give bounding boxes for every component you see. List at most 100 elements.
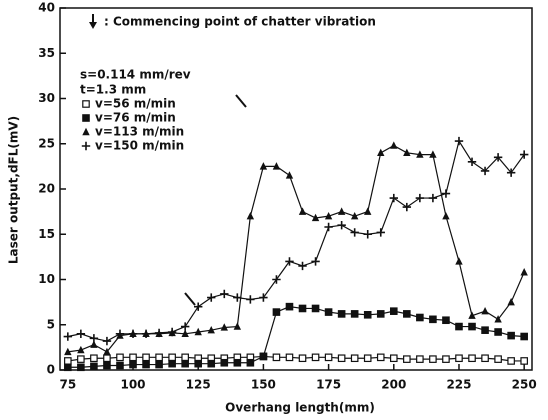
marker (415, 193, 425, 203)
y-tick-label: 10 (38, 272, 55, 286)
marker (376, 353, 385, 362)
marker (455, 257, 463, 265)
marker (520, 268, 528, 276)
marker (272, 275, 281, 284)
legend-note: t=1.3 mm (80, 83, 146, 97)
marker (494, 315, 502, 323)
marker (233, 322, 242, 330)
legend-label: v=76 m/min (95, 111, 176, 125)
marker (442, 316, 450, 325)
marker (259, 162, 268, 170)
marker (298, 354, 307, 363)
y-tick-label: 40 (38, 1, 55, 15)
marker (377, 148, 385, 156)
y-tick-label: 20 (38, 182, 55, 196)
marker (507, 331, 515, 340)
legend-label: v=56 m/min (95, 97, 176, 111)
y-tick-label: 35 (38, 46, 55, 60)
x-tick-label: 100 (120, 378, 145, 392)
marker (337, 221, 346, 230)
marker (207, 293, 216, 302)
marker (154, 328, 164, 338)
marker (129, 353, 137, 362)
marker (389, 193, 398, 203)
legend-note: s=0.114 mm/rev (80, 68, 191, 82)
marker (194, 302, 203, 311)
marker (481, 354, 489, 363)
legend-arrow (89, 14, 97, 29)
marker (324, 308, 333, 316)
marker (103, 354, 111, 363)
marker (429, 315, 437, 324)
legend-label: v=150 m/min (95, 139, 184, 153)
marker (298, 304, 307, 313)
marker (82, 114, 90, 122)
marker (155, 353, 163, 362)
marker (103, 361, 111, 370)
marker (76, 329, 86, 338)
marker (272, 353, 281, 362)
marker (259, 293, 268, 302)
x-axis-label: Overhang length(mm) (225, 401, 375, 415)
marker (441, 189, 451, 198)
plot-frame (59, 7, 533, 371)
marker (181, 329, 189, 337)
marker (285, 302, 294, 311)
marker (311, 304, 320, 313)
marker (142, 353, 150, 362)
marker (481, 306, 489, 315)
marker (403, 310, 411, 318)
y-axis-label: Laser output,dFL(mV) (7, 116, 21, 264)
marker (90, 354, 98, 363)
marker (350, 211, 359, 220)
marker (506, 168, 516, 177)
marker (128, 329, 138, 338)
marker (285, 353, 294, 362)
marker (207, 359, 216, 368)
marker (311, 353, 320, 362)
marker (442, 211, 450, 220)
marker (364, 207, 372, 215)
series-line (67, 144, 525, 353)
marker (480, 166, 490, 176)
y-tick-label: 15 (38, 227, 55, 241)
marker (455, 354, 463, 363)
marker (416, 313, 424, 322)
marker (337, 310, 346, 318)
annotation: : Commencing point of chatter vibration (104, 15, 376, 29)
marker (246, 211, 255, 220)
marker (103, 347, 111, 356)
marker (324, 222, 333, 232)
x-tick-label: 75 (59, 378, 76, 392)
marker (63, 332, 73, 341)
marker (285, 257, 294, 266)
marker (82, 100, 90, 108)
y-tick-label: 25 (38, 136, 55, 150)
marker (350, 228, 359, 237)
marker (155, 360, 163, 369)
legend-label: v=113 m/min (95, 125, 184, 139)
marker (442, 355, 450, 363)
marker (194, 359, 203, 368)
marker (298, 207, 307, 215)
marker (507, 297, 515, 306)
marker (90, 340, 98, 348)
marker (324, 211, 333, 220)
marker (272, 162, 281, 170)
y-tick-label: 0 (47, 363, 55, 377)
x-tick-label: 125 (186, 378, 211, 392)
marker (402, 202, 412, 212)
marker (376, 228, 385, 237)
marker (298, 261, 307, 271)
marker (519, 150, 529, 159)
marker (350, 354, 359, 363)
marker (376, 310, 385, 318)
marker (167, 327, 177, 337)
marker (494, 328, 502, 336)
marker (285, 171, 294, 179)
marker (220, 358, 229, 367)
marker (520, 332, 528, 341)
marker (129, 360, 137, 369)
marker (389, 354, 398, 363)
